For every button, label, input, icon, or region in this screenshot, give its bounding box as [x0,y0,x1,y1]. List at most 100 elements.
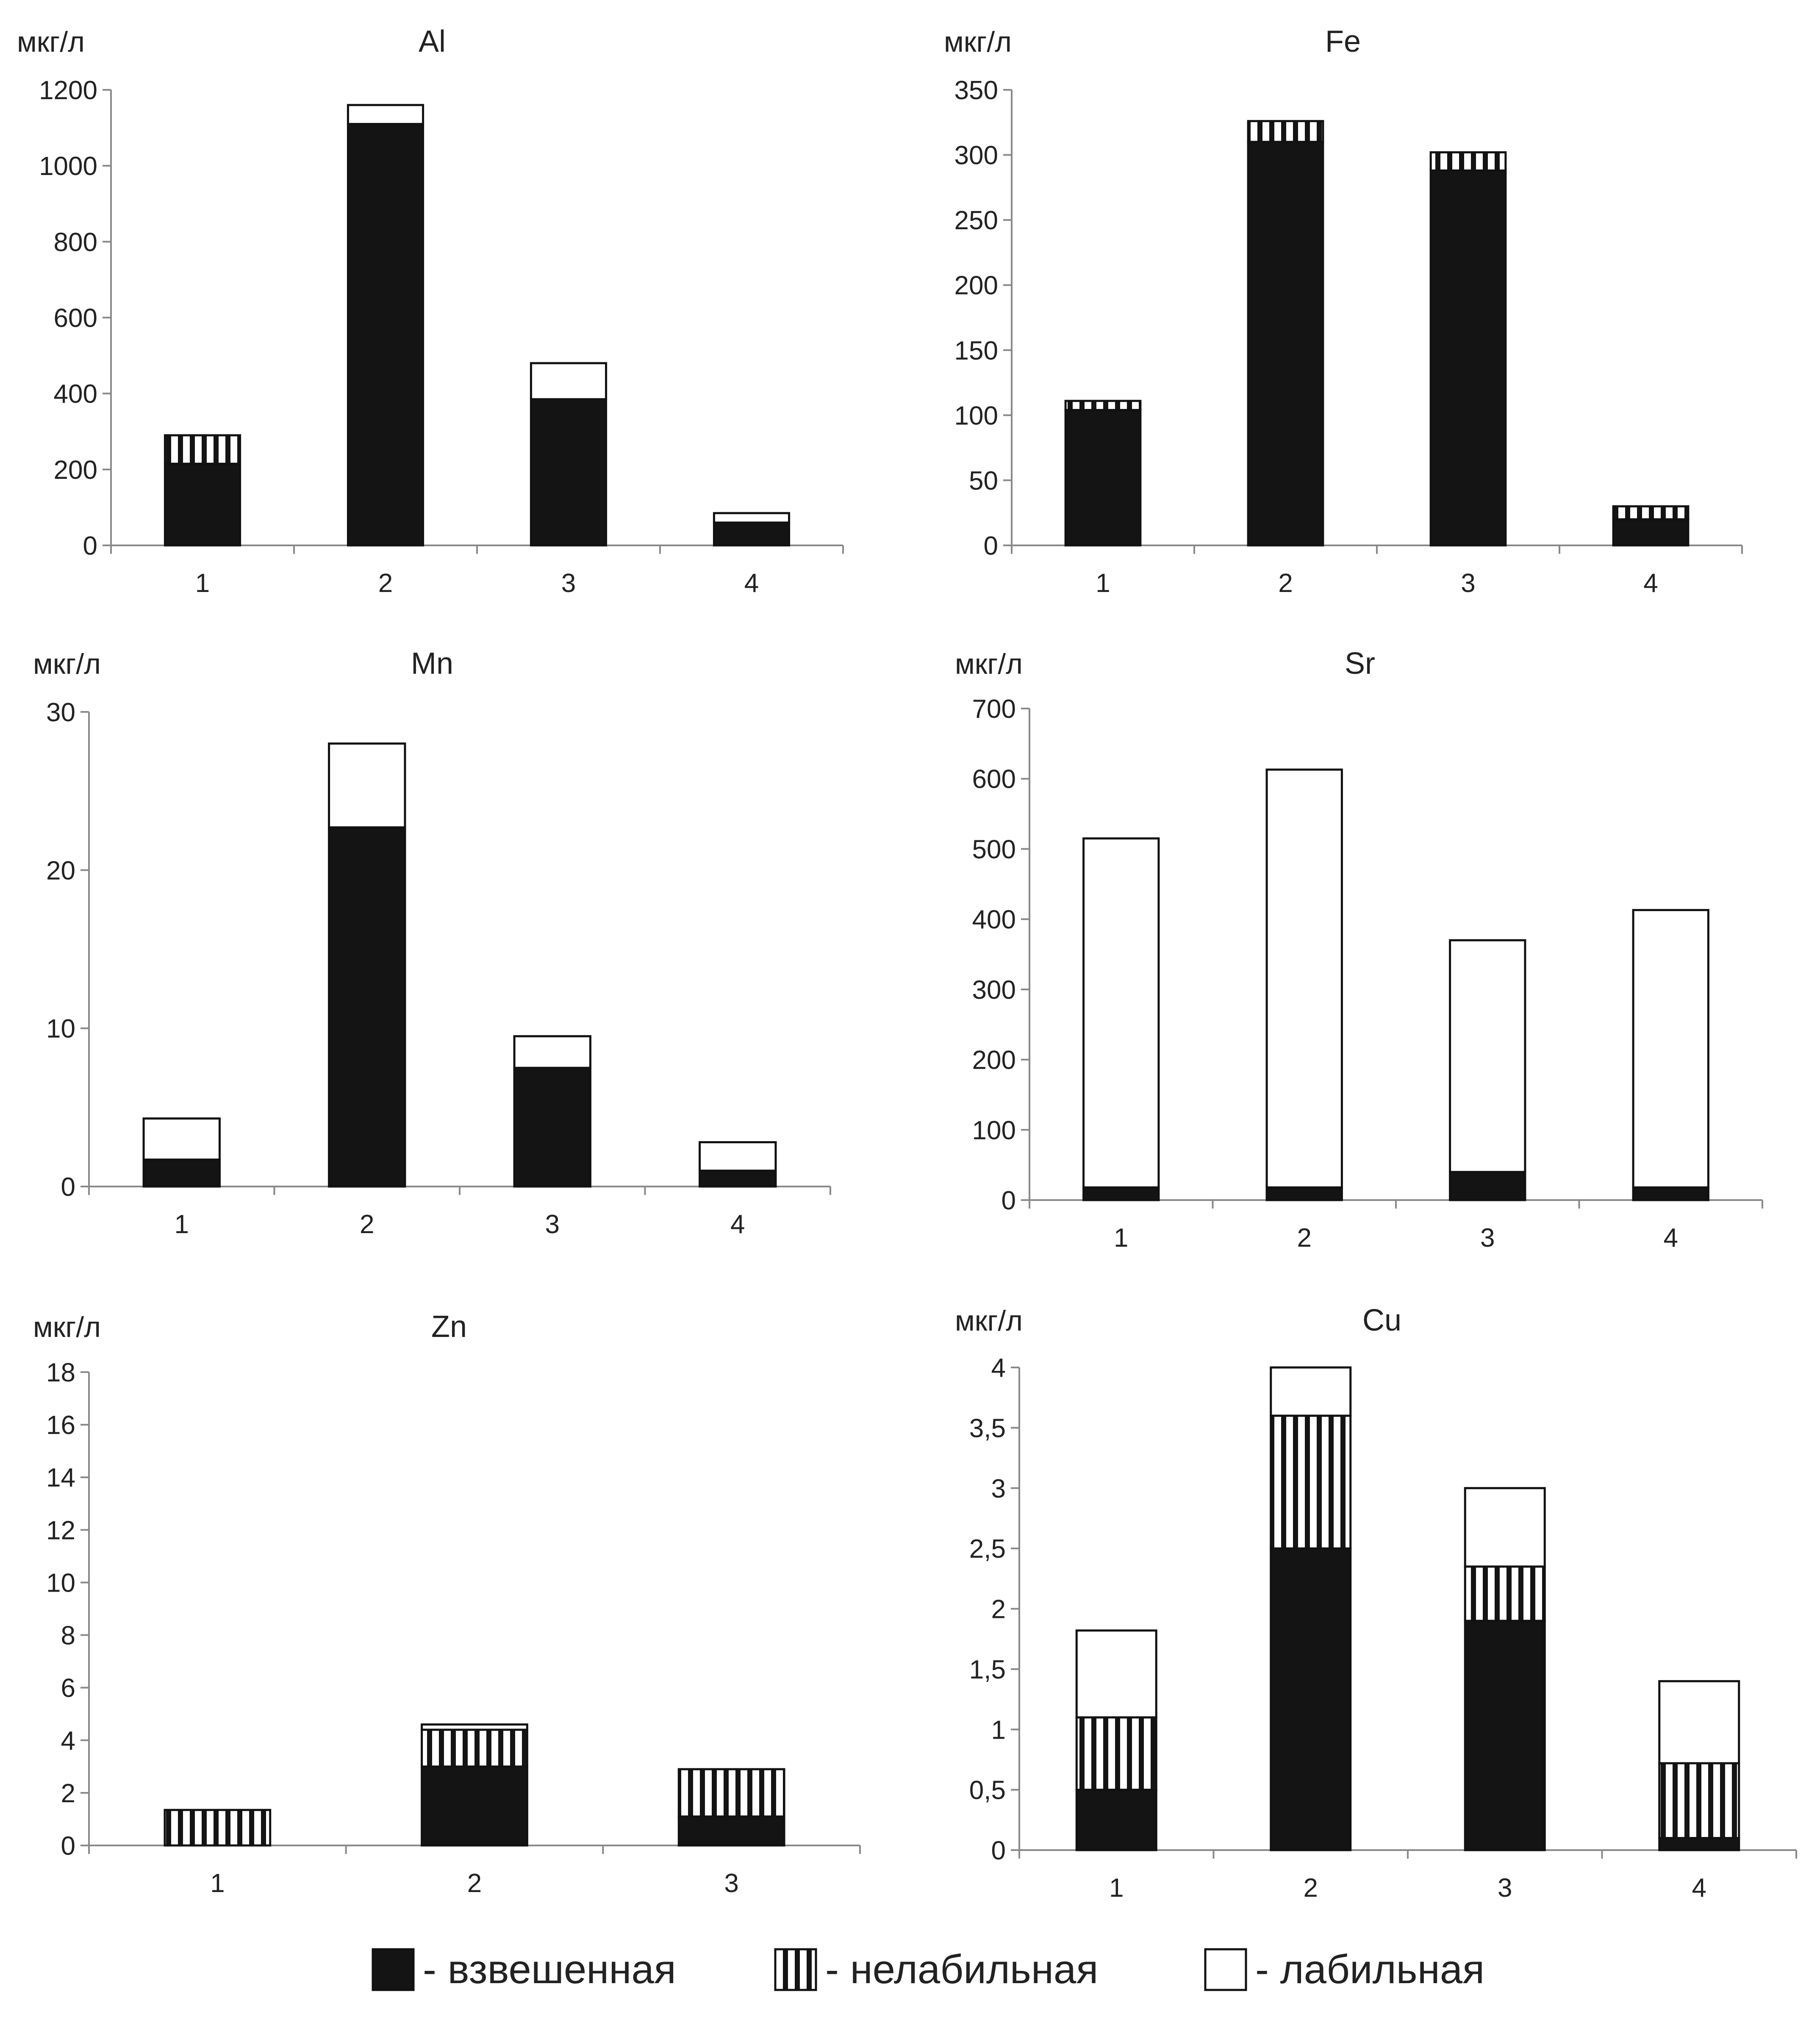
x-tick-label: 2 [1304,1873,1318,1903]
y-tick-label: 200 [954,271,998,300]
x-tick-label: 4 [1692,1873,1706,1903]
y-tick-label: 18 [46,1358,75,1387]
y-tick-label: 0 [83,531,97,561]
bar-labile [328,742,406,829]
bar-labile [1265,768,1343,1189]
y-tick-label: 300 [954,141,998,170]
y-tick-label: 50 [969,466,998,495]
y-tick-label: 400 [972,905,1016,934]
bar-labile [1464,1487,1546,1568]
bar-suspended [328,828,406,1188]
y-tick-label: 14 [46,1463,75,1492]
chart-title: Fe [1325,25,1361,58]
chart-title: Cu [1362,1303,1401,1337]
bar-labile [1075,1629,1157,1719]
chart-title: Mn [411,647,453,681]
y-tick-label: 10 [46,1568,75,1598]
y-axis-unit: мкг/л [33,648,101,680]
legend-label-labile: - лабильная [1255,1947,1484,1992]
bar-nonlabile [1075,1716,1157,1791]
bar-suspended [1658,1837,1740,1851]
legend-swatch-labile [1204,1948,1247,1991]
bar-labile [1082,837,1160,1189]
bar-suspended [1075,1789,1157,1851]
y-tick-label: 6 [61,1674,75,1703]
x-tick-label: 2 [360,1210,374,1239]
bar-nonlabile [1064,400,1142,411]
x-tick-label: 3 [561,569,576,598]
y-tick-label: 2 [991,1595,1006,1624]
bar-suspended [677,1815,785,1847]
y-tick-label: 350 [954,76,998,105]
y-tick-label: 3 [991,1474,1006,1503]
x-tick-label: 1 [195,569,210,598]
y-tick-label: 20 [46,856,75,885]
x-tick-label: 4 [730,1210,745,1239]
chart-2: Mn мкг/л 0 10 20 30 1 2 3 4 [33,647,831,1239]
bar-labile [1449,939,1526,1173]
chart-title: Zn [431,1310,467,1344]
x-tick-label: 3 [1480,1223,1495,1253]
x-tick-label: 1 [1109,1873,1124,1903]
bar-suspended [513,1067,591,1188]
y-tick-label: 100 [954,401,998,431]
y-tick-label: 600 [54,304,97,333]
bar-suspended [1632,1186,1709,1201]
bar-suspended [421,1765,528,1847]
y-tick-label: 0 [984,531,998,561]
x-tick-label: 3 [1498,1873,1512,1903]
y-tick-label: 100 [972,1116,1016,1145]
bar-nonlabile [677,1768,785,1818]
bar-suspended [1429,169,1507,547]
y-tick-label: 10 [46,1014,75,1044]
bar-suspended [1265,1186,1343,1201]
y-tick-label: 30 [46,698,75,727]
chart-1: Fe мкг/л 0 50 100 150 200 250 300 350 1 2 3 4 [944,25,1743,598]
y-tick-label: 1000 [39,152,97,181]
legend-swatch-suspended [372,1948,415,1991]
y-axis-unit: мкг/л [955,1305,1023,1337]
bar-labile [513,1035,591,1069]
y-axis-unit: мкг/л [33,1311,101,1343]
bar-nonlabile [1612,505,1690,521]
legend-label-nonlabile: - нелабильная [825,1947,1098,1992]
y-tick-label: 200 [54,456,97,485]
bar-nonlabile [421,1728,528,1768]
bar-nonlabile [1658,1762,1740,1840]
y-tick-label: 500 [972,835,1016,864]
y-tick-label: 250 [954,206,998,235]
legend-label-suspended: - взвешенная [423,1947,676,1992]
bar-labile [421,1723,528,1731]
y-tick-label: 0 [61,1831,75,1861]
bar-labile [713,512,791,524]
bar-nonlabile [1429,151,1507,172]
bar-labile [1658,1680,1740,1765]
bar-suspended [1464,1620,1546,1851]
chart-5: Cu мкг/л 0 0,5 1 1,5 2 2,5 3 3,5 4 1 2 3 4 [955,1303,1797,1903]
y-tick-label: 200 [972,1046,1016,1075]
legend-swatch-nonlabile [774,1948,817,1991]
y-tick-label: 8 [61,1621,75,1651]
bar-suspended [142,1159,221,1188]
y-tick-label: 1 [991,1715,1006,1745]
bar-nonlabile [1247,120,1324,143]
y-axis-unit: мкг/л [944,26,1012,58]
x-tick-label: 2 [378,569,393,598]
y-tick-label: 0,5 [969,1776,1006,1805]
bar-suspended [1449,1171,1526,1201]
bar-suspended [1612,518,1690,547]
bar-suspended [1082,1186,1160,1201]
y-axis-unit: мкг/л [955,648,1023,680]
y-tick-label: 4 [61,1726,75,1756]
x-tick-label: 1 [1114,1223,1128,1253]
x-tick-label: 1 [210,1869,225,1898]
y-tick-label: 300 [972,975,1016,1005]
legend: - взвешенная - нелабильная - лабильная [372,1947,1484,1992]
y-tick-label: 4 [991,1353,1006,1383]
bar-labile [699,1141,777,1172]
y-tick-label: 16 [46,1411,75,1440]
y-tick-label: 600 [972,765,1016,794]
